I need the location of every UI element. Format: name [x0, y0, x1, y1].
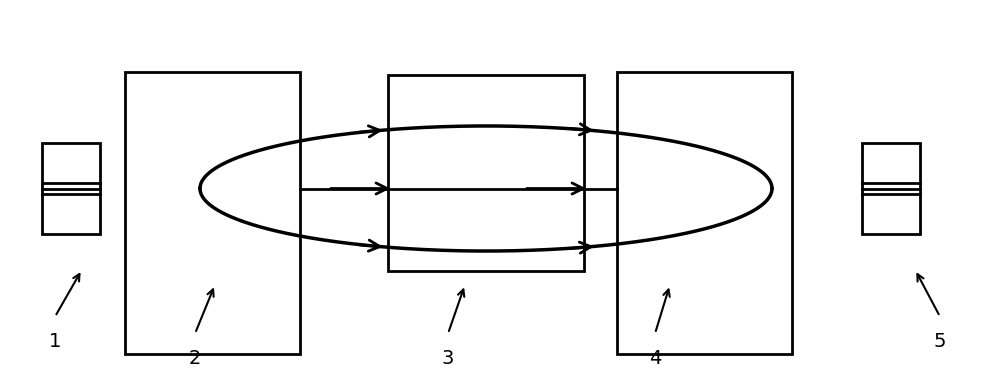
Bar — [388, 75, 584, 271]
Text: 2: 2 — [189, 349, 201, 368]
Bar — [862, 143, 920, 234]
Text: 1: 1 — [49, 332, 61, 351]
Text: 4: 4 — [649, 349, 661, 368]
Bar — [42, 143, 100, 234]
Bar — [125, 72, 300, 354]
Text: 3: 3 — [442, 349, 454, 368]
Text: 5: 5 — [934, 332, 946, 351]
Bar — [617, 72, 792, 354]
